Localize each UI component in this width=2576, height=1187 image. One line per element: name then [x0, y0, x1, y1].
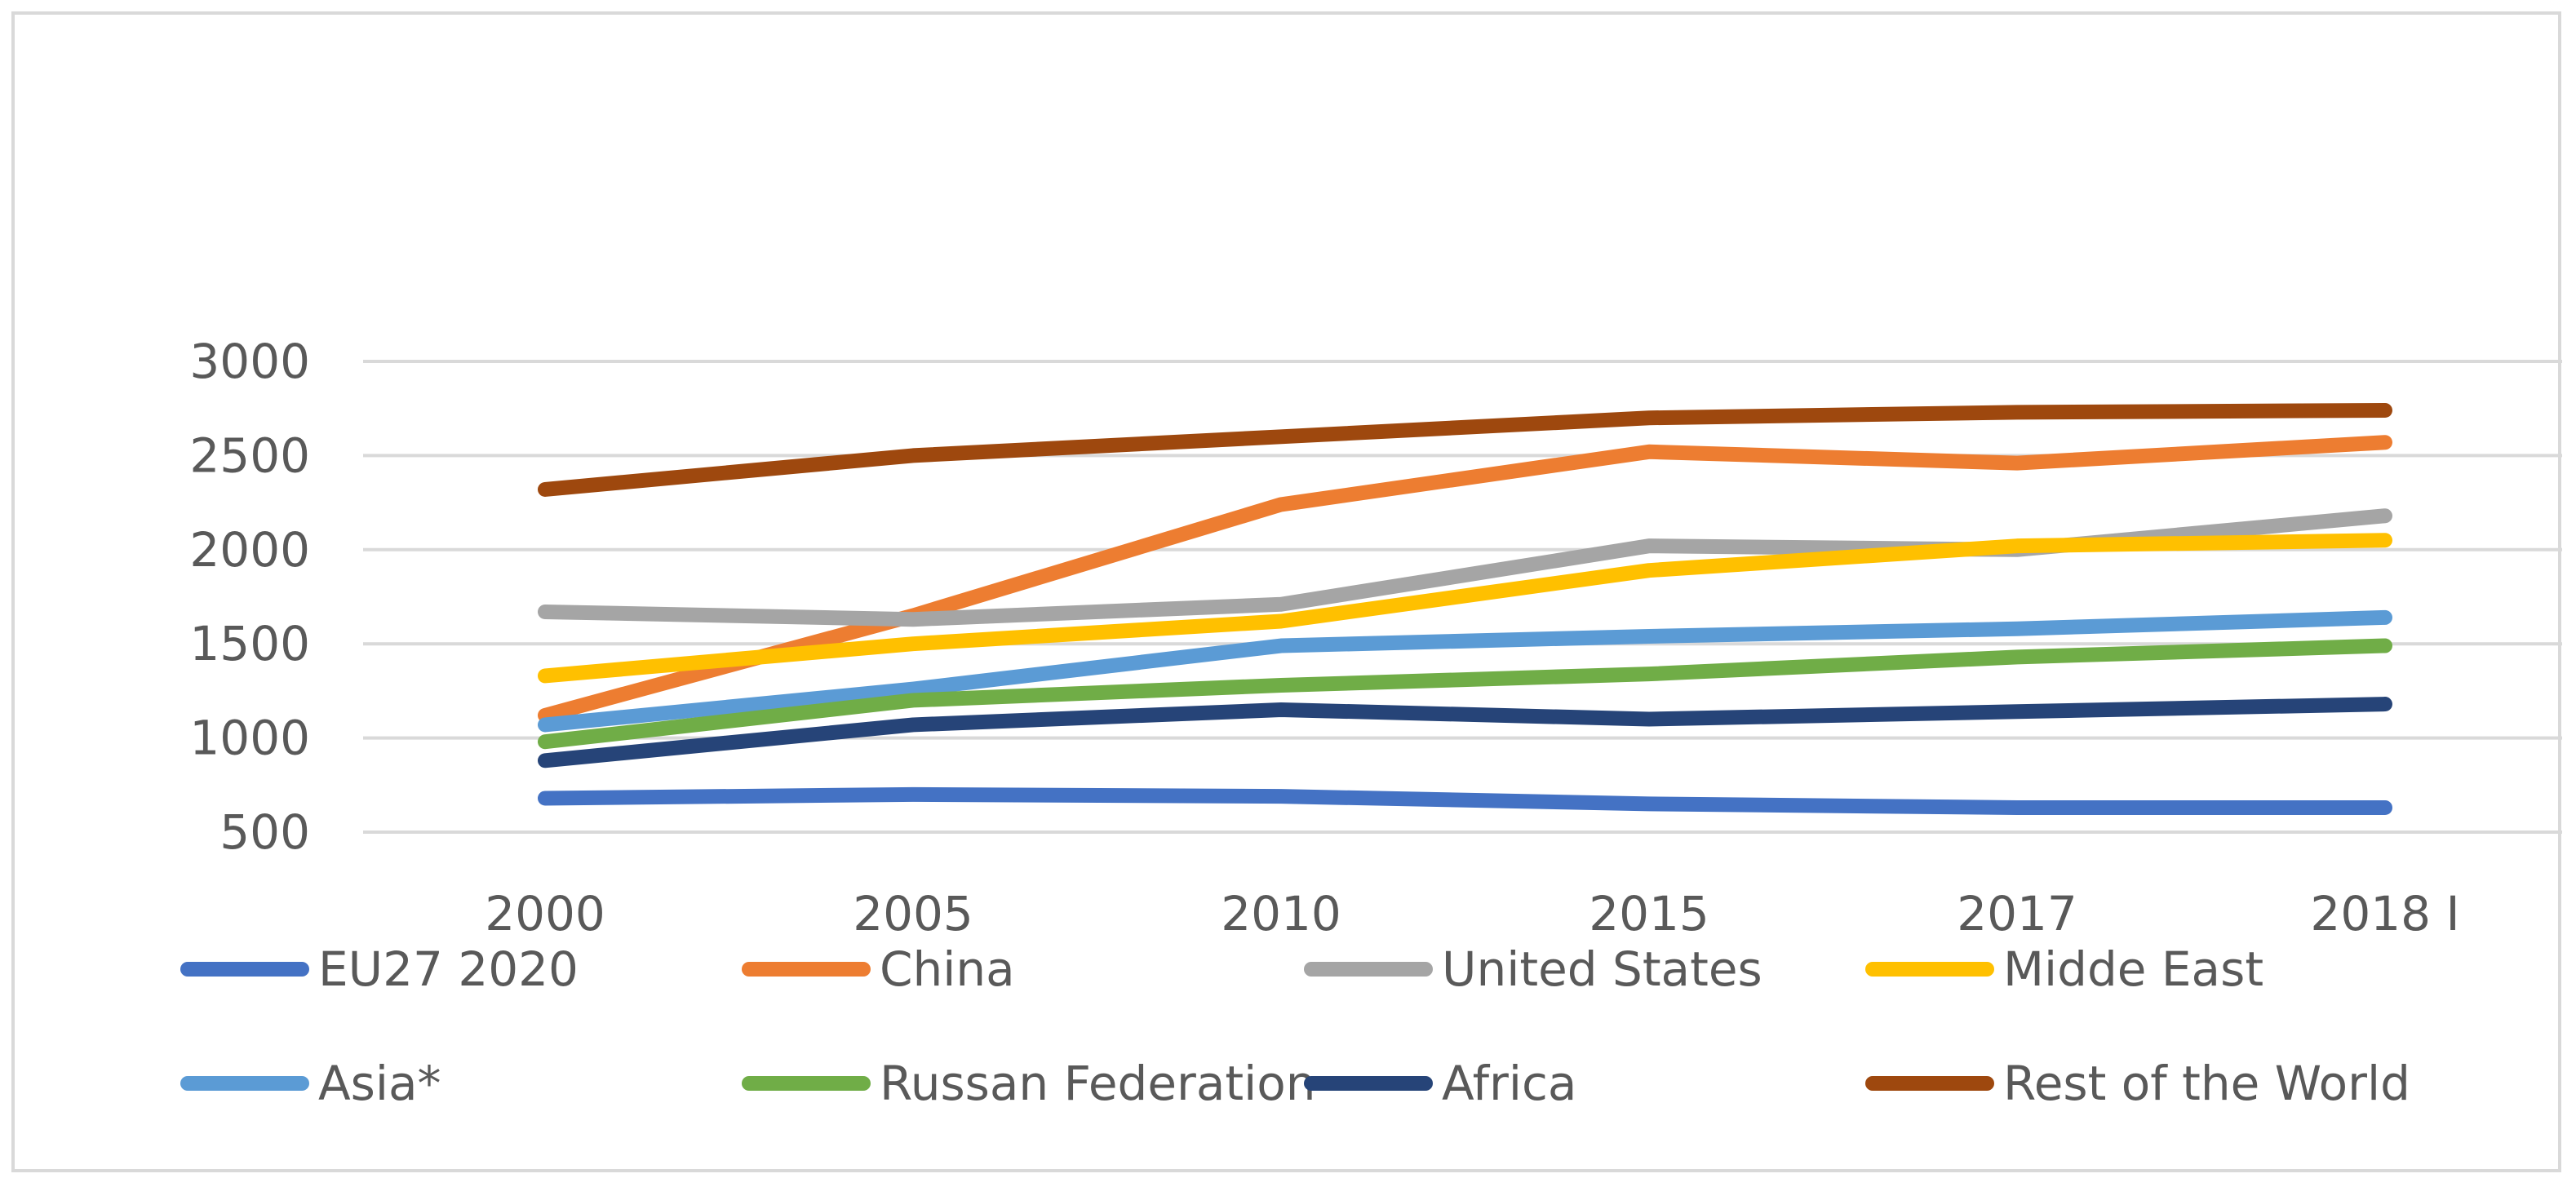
- legend-item-russan-federation: Russan Federation: [742, 1056, 1316, 1111]
- legend-label: EU27 2020: [318, 941, 579, 997]
- x-tick-label: 2010: [1221, 886, 1341, 941]
- series-line-africa: [538, 697, 2392, 768]
- data-point-russan-federation: [1648, 673, 1650, 675]
- data-point-eu27-2020: [544, 797, 546, 799]
- data-point-midde-east: [2016, 545, 2018, 547]
- series-line-rest-of-the-world: [538, 403, 2392, 497]
- series-line-asia: [538, 609, 2392, 733]
- data-point-china: [1648, 451, 1650, 453]
- series-lines: [538, 403, 2392, 815]
- legend-label: United States: [1442, 941, 1762, 997]
- x-axis-tick-labels: 2000 2005 2010 2015 2017 2018 I: [485, 886, 2459, 941]
- legend-item-eu27-2020: EU27 2020: [180, 941, 579, 997]
- data-point-russan-federation: [1280, 684, 1282, 686]
- x-tick-label: 2018 I: [2310, 886, 2459, 941]
- legend-label: Midde East: [2003, 941, 2263, 997]
- data-point-asia: [912, 689, 914, 690]
- y-tick-label: 500: [219, 804, 310, 860]
- legend-label: Africa: [1442, 1056, 1576, 1111]
- data-point-africa: [2384, 703, 2386, 705]
- x-tick-label: 2005: [853, 886, 973, 941]
- data-point-midde-east: [1280, 621, 1282, 622]
- legend-item-china: China: [742, 941, 1015, 997]
- data-point-russan-federation: [544, 741, 546, 742]
- x-tick-label: 2000: [485, 886, 605, 941]
- data-point-africa: [1280, 709, 1282, 711]
- data-point-asia: [2384, 617, 2386, 618]
- y-tick-label: 1500: [189, 616, 310, 671]
- data-point-russan-federation: [2016, 656, 2018, 658]
- data-point-united-states: [2384, 515, 2386, 516]
- data-point-eu27-2020: [912, 794, 914, 795]
- data-point-rest-of-the-world: [544, 489, 546, 490]
- data-point-china: [2016, 463, 2018, 464]
- y-axis-tick-labels: 500 1000 1500 2000 2500 3000: [189, 334, 310, 860]
- data-point-rest-of-the-world: [2384, 410, 2386, 411]
- data-point-midde-east: [544, 675, 546, 676]
- series-line-russan-federation: [538, 638, 2392, 750]
- data-point-asia: [1280, 645, 1282, 647]
- data-point-rest-of-the-world: [1280, 436, 1282, 437]
- data-point-united-states: [544, 611, 546, 613]
- y-tick-label: 2500: [189, 427, 310, 483]
- legend-item-asia: Asia*: [180, 1056, 441, 1111]
- data-point-united-states: [1280, 604, 1282, 605]
- x-tick-label: 2017: [1957, 886, 2077, 941]
- series-line-eu27-2020: [538, 786, 2392, 815]
- data-point-asia: [544, 724, 546, 725]
- legend: EU27 2020 China United States Midde East Asi…: [180, 941, 2410, 1111]
- series-line-midde-east: [538, 533, 2392, 684]
- data-point-rest-of-the-world: [1648, 417, 1650, 419]
- data-point-rest-of-the-world: [2016, 411, 2018, 413]
- legend-item-rest-of-the-world: Rest of the World: [1865, 1056, 2410, 1111]
- data-point-united-states: [1648, 545, 1650, 547]
- legend-label: Russan Federation: [880, 1056, 1316, 1111]
- legend-item-africa: Africa: [1304, 1056, 1576, 1111]
- data-point-eu27-2020: [1648, 803, 1650, 804]
- legend-label: China: [880, 941, 1015, 997]
- data-point-africa: [544, 760, 546, 761]
- data-point-russan-federation: [912, 699, 914, 701]
- y-tick-label: 3000: [189, 334, 310, 389]
- x-tick-label: 2015: [1589, 886, 1709, 941]
- data-point-africa: [2016, 711, 2018, 712]
- legend-label: Rest of the World: [2003, 1056, 2410, 1111]
- data-point-eu27-2020: [2384, 807, 2386, 808]
- data-point-rest-of-the-world: [912, 454, 914, 456]
- data-point-africa: [1648, 719, 1650, 720]
- data-point-midde-east: [1648, 569, 1650, 571]
- data-point-asia: [1648, 636, 1650, 637]
- data-point-midde-east: [2384, 539, 2386, 541]
- series-line-united-states: [538, 508, 2392, 627]
- data-point-midde-east: [912, 643, 914, 644]
- legend-item-midde-east: Midde East: [1865, 941, 2263, 997]
- legend-label: Asia*: [318, 1056, 441, 1111]
- data-point-russan-federation: [2384, 645, 2386, 647]
- data-point-china: [1280, 503, 1282, 505]
- data-point-china: [2384, 441, 2386, 443]
- data-point-eu27-2020: [2016, 807, 2018, 808]
- series-line-china: [538, 435, 2392, 723]
- chart-area: [11, 11, 2561, 1172]
- y-tick-label: 2000: [189, 522, 310, 578]
- data-point-africa: [912, 724, 914, 725]
- data-point-asia: [2016, 628, 2018, 630]
- legend-item-united-states: United States: [1304, 941, 1762, 997]
- data-point-china: [544, 715, 546, 716]
- y-tick-label: 1000: [189, 711, 310, 766]
- data-point-eu27-2020: [1280, 795, 1282, 797]
- data-point-united-states: [912, 618, 914, 620]
